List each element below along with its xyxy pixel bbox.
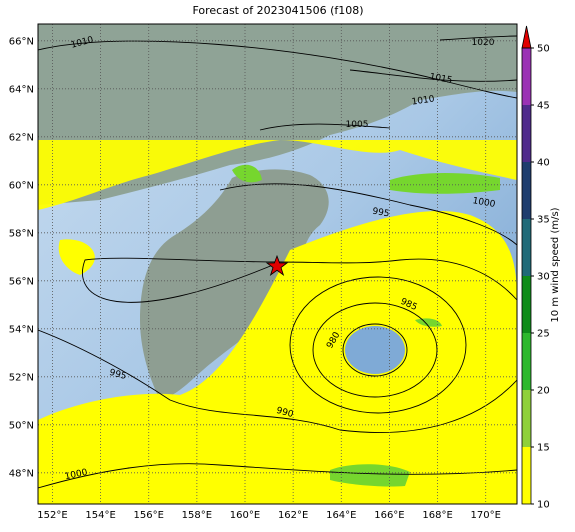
colorbar-tick-label: 30 bbox=[537, 272, 550, 283]
lon-label: 158°E bbox=[182, 510, 212, 521]
colorbar-band bbox=[522, 276, 531, 333]
title: Forecast of 2023041506 (f108) bbox=[192, 4, 363, 17]
lon-label: 168°E bbox=[422, 510, 452, 521]
lon-label: 164°E bbox=[326, 510, 356, 521]
colorbar-tick-label: 10 bbox=[537, 500, 550, 511]
colorbar-tick-label: 35 bbox=[537, 215, 550, 226]
colorbar-tick-label: 25 bbox=[537, 329, 550, 340]
contour-label: 1000 bbox=[472, 196, 497, 210]
colorbar-band bbox=[522, 333, 531, 390]
contour-label: 1000 bbox=[64, 468, 89, 483]
lon-label: 162°E bbox=[278, 510, 308, 521]
star-marker bbox=[265, 254, 289, 277]
lat-label: 54°N bbox=[9, 324, 34, 335]
land-kamchatka bbox=[140, 169, 329, 400]
wind-west bbox=[58, 239, 95, 275]
lat-label: 66°N bbox=[9, 36, 34, 47]
colorbar-tick-label: 20 bbox=[537, 386, 550, 397]
colorbar-band bbox=[522, 390, 531, 447]
contour-label: 995 bbox=[371, 207, 390, 220]
lat-label: 56°N bbox=[9, 276, 34, 287]
contour-label: 1010 bbox=[411, 94, 435, 107]
lat-label: 64°N bbox=[9, 84, 34, 95]
lat-label: 48°N bbox=[9, 468, 34, 479]
colorbar-band bbox=[522, 447, 531, 504]
lat-label: 50°N bbox=[9, 420, 34, 431]
lat-label: 60°N bbox=[9, 180, 34, 191]
contour-labels: 1010 102010151010100599510009859809959901… bbox=[64, 35, 496, 482]
colorbar-band bbox=[522, 219, 531, 276]
colorbar-tick-label: 50 bbox=[537, 44, 550, 55]
wind-cyclone bbox=[38, 210, 517, 504]
colorbar-tick-label: 15 bbox=[537, 443, 550, 454]
lat-label: 52°N bbox=[9, 372, 34, 383]
colorbar-band bbox=[522, 105, 531, 162]
colorbar-band bbox=[522, 162, 531, 219]
contour-label: 1005 bbox=[346, 120, 369, 130]
colorbar: 10 15 20 25 30 35 40 45 50 bbox=[521, 25, 550, 511]
lon-label: 154°E bbox=[85, 510, 115, 521]
colorbar-label: 10 m wind speed (m/s) bbox=[550, 207, 561, 322]
graticule: 152°E 154°E 156°E 158°E 160°E 162°E 164°E 166°E… bbox=[9, 24, 517, 521]
contour-label: 1015 bbox=[429, 72, 453, 86]
colorbar-tick-label: 45 bbox=[537, 101, 550, 112]
lon-label: 156°E bbox=[134, 510, 164, 521]
lon-label: 152°E bbox=[37, 510, 67, 521]
lon-label: 166°E bbox=[374, 510, 404, 521]
lon-label: 170°E bbox=[471, 510, 501, 521]
lon-label: 160°E bbox=[230, 510, 260, 521]
colorbar-extend bbox=[521, 25, 532, 49]
map-frame bbox=[37, 23, 518, 505]
contour-label: 995 bbox=[108, 368, 127, 382]
colorbar-tick-label: 40 bbox=[537, 158, 550, 169]
calm-center bbox=[345, 326, 405, 374]
colorbar-band bbox=[522, 48, 531, 105]
contour-label: 1020 bbox=[472, 38, 495, 48]
isobars bbox=[38, 35, 517, 489]
contour-label: 990 bbox=[275, 406, 294, 420]
lat-label: 58°N bbox=[9, 228, 34, 239]
wind-north bbox=[38, 140, 517, 210]
map-area bbox=[38, 24, 517, 504]
lat-label: 62°N bbox=[9, 132, 34, 143]
